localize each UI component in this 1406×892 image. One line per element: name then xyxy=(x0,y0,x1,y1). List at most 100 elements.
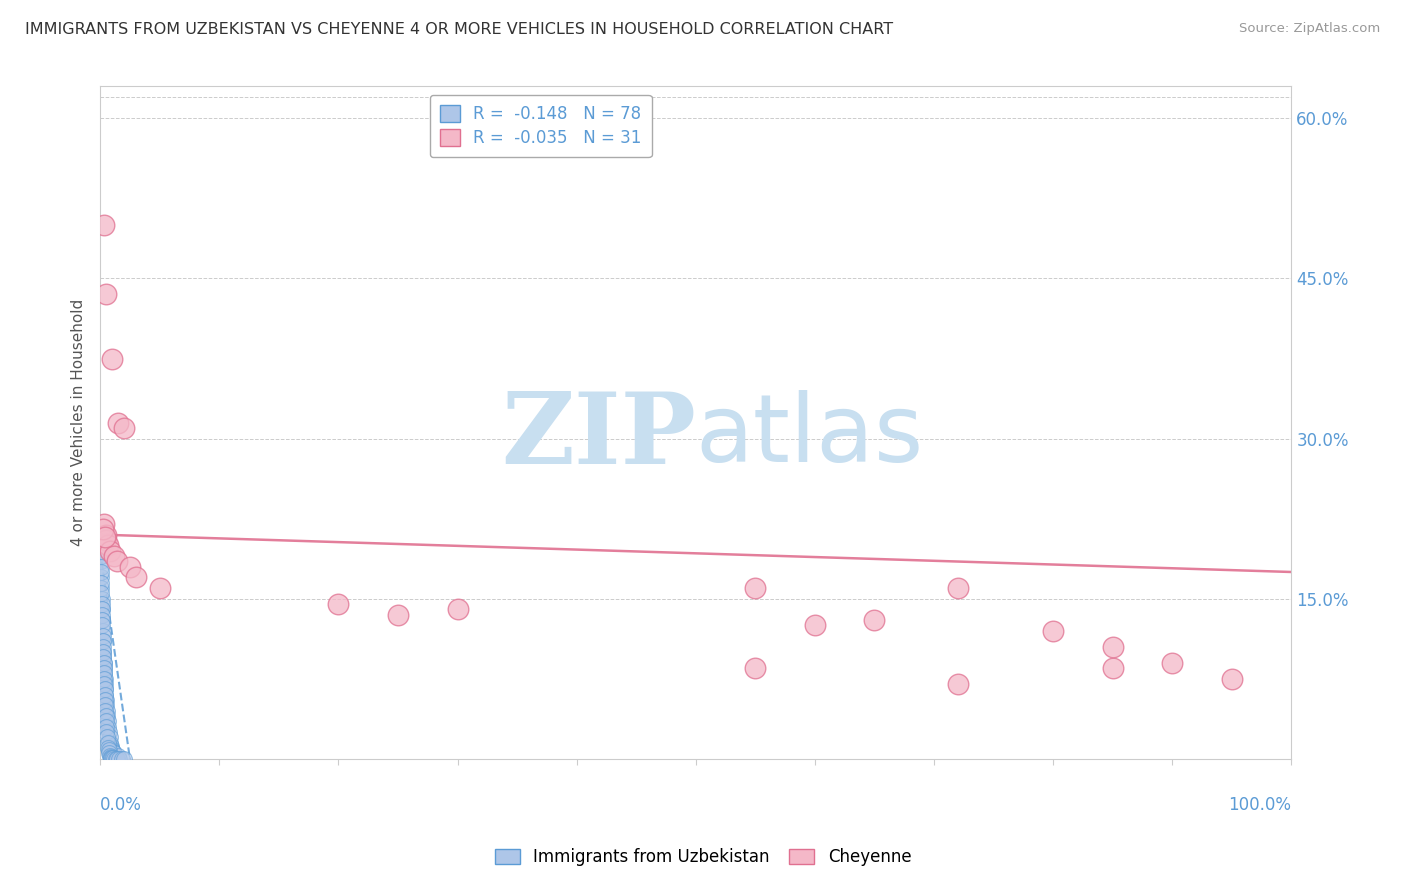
Point xyxy=(101,751,124,765)
Point xyxy=(107,748,129,763)
Point xyxy=(91,613,114,627)
Point xyxy=(94,714,117,729)
Point xyxy=(149,581,172,595)
Point xyxy=(94,720,117,734)
Point xyxy=(97,714,120,729)
Point xyxy=(93,650,115,665)
Point xyxy=(93,516,115,531)
Point xyxy=(98,748,121,763)
Point xyxy=(93,682,115,697)
Point xyxy=(90,559,112,574)
Point xyxy=(96,731,118,745)
Point xyxy=(97,741,120,756)
Point xyxy=(100,749,122,764)
Point xyxy=(98,747,121,761)
Point xyxy=(90,581,112,595)
Point xyxy=(91,634,114,648)
Point xyxy=(107,416,129,430)
Point xyxy=(90,554,112,568)
Point xyxy=(91,634,114,648)
Point xyxy=(94,533,117,547)
Point xyxy=(90,602,112,616)
Point xyxy=(100,739,122,753)
Point xyxy=(97,538,120,552)
Point xyxy=(110,752,132,766)
Point xyxy=(103,751,125,765)
Point xyxy=(93,656,115,670)
Point xyxy=(94,527,117,541)
Point xyxy=(100,750,122,764)
Point xyxy=(90,570,112,584)
Point xyxy=(94,698,117,713)
Point xyxy=(90,591,112,606)
Point xyxy=(96,736,118,750)
Point xyxy=(91,629,114,643)
Point xyxy=(93,218,115,232)
Point xyxy=(98,725,121,739)
Point xyxy=(946,677,969,691)
Text: IMMIGRANTS FROM UZBEKISTAN VS CHEYENNE 4 OR MORE VEHICLES IN HOUSEHOLD CORRELATI: IMMIGRANTS FROM UZBEKISTAN VS CHEYENNE 4… xyxy=(25,22,893,37)
Point xyxy=(105,554,128,568)
Point xyxy=(91,624,114,638)
Point xyxy=(90,565,112,579)
Point xyxy=(101,351,124,366)
Point xyxy=(946,581,969,595)
Point xyxy=(96,704,118,718)
Point xyxy=(98,543,121,558)
Point xyxy=(91,522,114,536)
Point xyxy=(94,688,117,702)
Point xyxy=(94,704,117,718)
Point xyxy=(112,752,135,766)
Point xyxy=(744,581,766,595)
Point xyxy=(105,752,128,766)
Point xyxy=(103,745,125,759)
Point xyxy=(90,549,112,563)
Point xyxy=(93,666,115,681)
Point xyxy=(103,747,125,761)
Point xyxy=(94,693,117,707)
Point xyxy=(863,613,886,627)
Y-axis label: 4 or more Vehicles in Household: 4 or more Vehicles in Household xyxy=(72,299,86,546)
Point xyxy=(112,421,135,435)
Point xyxy=(93,672,115,686)
Point xyxy=(125,570,148,584)
Point xyxy=(101,751,124,765)
Point xyxy=(91,613,114,627)
Point xyxy=(94,709,117,723)
Point xyxy=(101,743,124,757)
Point xyxy=(98,736,121,750)
Point xyxy=(90,597,112,611)
Point xyxy=(93,661,115,675)
Point xyxy=(387,607,409,622)
Point xyxy=(90,602,112,616)
Point xyxy=(91,645,114,659)
Point xyxy=(90,575,112,590)
Text: Source: ZipAtlas.com: Source: ZipAtlas.com xyxy=(1240,22,1381,36)
Point xyxy=(94,698,117,713)
Point xyxy=(804,618,827,632)
Point xyxy=(94,530,117,544)
Point xyxy=(97,743,120,757)
Point xyxy=(1101,640,1123,654)
Point xyxy=(446,602,468,616)
Text: ZIP: ZIP xyxy=(501,387,696,484)
Point xyxy=(91,645,114,659)
Point xyxy=(1161,656,1184,670)
Point xyxy=(96,709,118,723)
Point xyxy=(1101,661,1123,675)
Point xyxy=(1220,672,1243,686)
Point xyxy=(91,618,114,632)
Point xyxy=(104,752,127,766)
Point xyxy=(100,741,122,756)
Point xyxy=(103,549,125,563)
Point xyxy=(91,640,114,654)
Legend: Immigrants from Uzbekistan, Cheyenne: Immigrants from Uzbekistan, Cheyenne xyxy=(488,842,918,873)
Point xyxy=(89,543,111,558)
Point xyxy=(93,677,115,691)
Point xyxy=(97,720,120,734)
Point xyxy=(91,607,114,622)
Point xyxy=(93,650,115,665)
Point xyxy=(90,586,112,600)
Point xyxy=(94,287,117,301)
Point xyxy=(96,725,118,739)
